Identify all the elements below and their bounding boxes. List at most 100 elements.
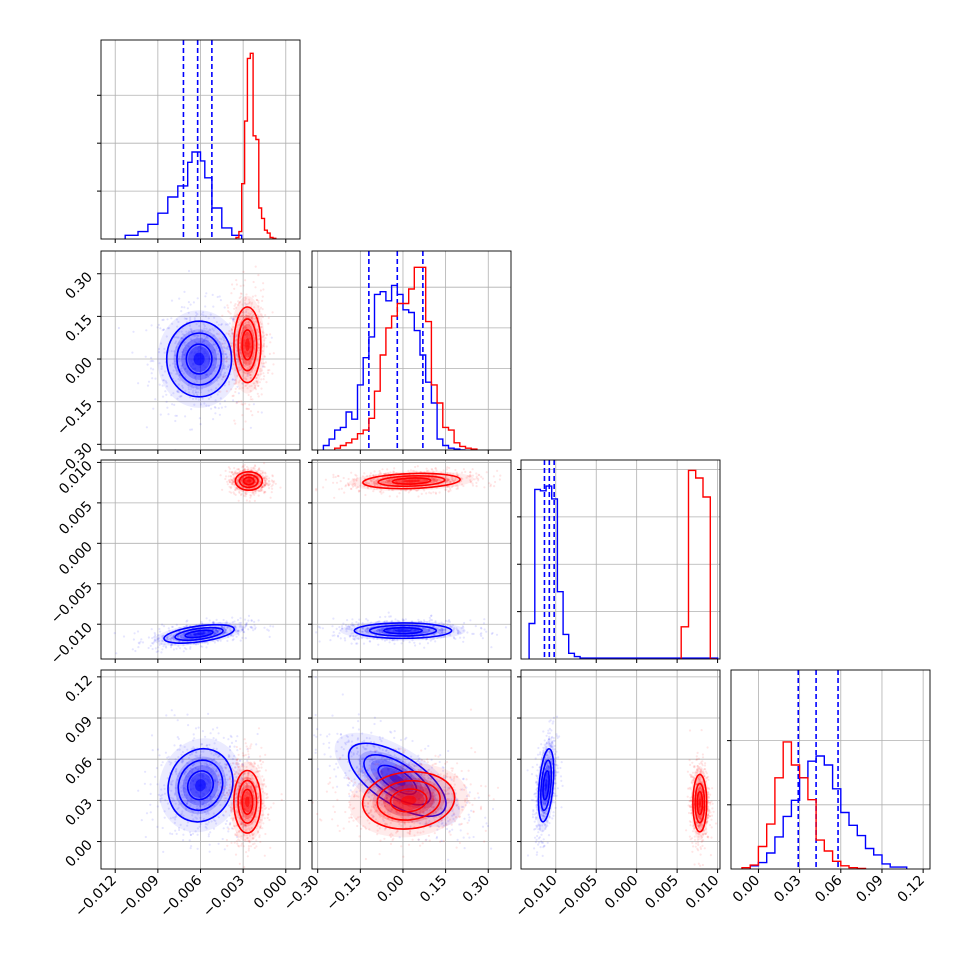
scatter-point	[440, 627, 443, 631]
scatter-point	[424, 630, 427, 634]
scatter-point	[214, 796, 217, 799]
scatter-point	[217, 390, 220, 393]
scatter-point	[227, 333, 230, 336]
scatter-point	[200, 743, 203, 746]
scatter-point	[263, 471, 267, 474]
contour-line	[185, 343, 213, 375]
scatter-point	[206, 778, 209, 782]
scatter-point	[434, 640, 437, 643]
density-fill	[246, 479, 252, 483]
scatter-point	[375, 478, 378, 481]
scatter-point	[246, 772, 249, 775]
scatter-point	[315, 631, 318, 634]
scatter-point	[230, 486, 233, 489]
scatter-point	[449, 487, 452, 490]
scatter-point	[169, 639, 172, 642]
scatter-point	[244, 753, 247, 757]
scatter-point	[427, 469, 430, 472]
histogram-step	[528, 485, 719, 659]
scatter-point	[425, 620, 429, 624]
scatter-point	[220, 374, 223, 377]
scatter-point	[235, 810, 239, 813]
scatter-point	[247, 332, 250, 335]
scatter-point	[448, 619, 451, 622]
scatter-point	[166, 638, 169, 641]
scatter-point	[219, 803, 222, 807]
scatter-point	[246, 352, 250, 355]
scatter-point	[447, 478, 450, 482]
scatter-point	[242, 375, 245, 378]
scatter-point	[132, 638, 135, 641]
scatter-point	[218, 295, 221, 298]
scatter-point	[185, 802, 189, 805]
scatter-point	[235, 630, 238, 633]
scatter-point	[223, 794, 226, 797]
scatter-point	[156, 638, 159, 641]
scatter-point	[257, 801, 260, 804]
scatter-point	[171, 625, 174, 629]
scatter-point	[418, 478, 421, 481]
scatter-point	[244, 297, 247, 300]
scatter-point	[169, 832, 172, 835]
scatter-point	[195, 791, 199, 794]
scatter-point	[457, 474, 460, 477]
scatter-point	[446, 478, 449, 482]
scatter-point	[360, 637, 363, 640]
scatter-point	[187, 724, 190, 727]
scatter-point	[237, 400, 240, 403]
scatter-point	[263, 375, 266, 378]
scatter-point	[265, 477, 268, 481]
scatter-point	[263, 483, 266, 486]
scatter-point	[260, 378, 263, 381]
scatter-point	[165, 385, 169, 388]
scatter-point	[173, 365, 176, 368]
scatter-point	[244, 495, 247, 498]
scatter-point	[209, 797, 212, 800]
scatter-point	[263, 339, 266, 342]
scatter-point	[235, 487, 238, 490]
scatter-point	[231, 332, 234, 335]
scatter-point	[171, 779, 174, 782]
scatter-point	[254, 384, 257, 387]
scatter-point	[246, 817, 249, 820]
scatter-point	[227, 364, 230, 367]
scatter-point	[261, 814, 264, 817]
scatter-point	[230, 808, 234, 811]
scatter-point	[186, 801, 189, 804]
scatter-point	[224, 822, 227, 826]
scatter-point	[174, 379, 177, 383]
scatter-point	[483, 486, 486, 489]
scatter-point	[241, 358, 244, 361]
scatter-point	[350, 629, 353, 632]
scatter-point	[211, 327, 214, 330]
scatter-point	[196, 813, 199, 816]
scatter-point	[261, 308, 264, 311]
scatter-point	[175, 767, 178, 771]
scatter-point	[203, 325, 206, 328]
scatter-point	[461, 477, 464, 481]
contour-line	[368, 624, 438, 637]
contour-line	[237, 318, 258, 372]
scatter-point	[200, 775, 204, 779]
scatter-point	[222, 827, 225, 830]
scatter-point	[355, 630, 358, 633]
scatter-point	[238, 318, 242, 321]
scatter-point	[172, 648, 175, 651]
scatter-point	[245, 623, 248, 626]
scatter-point	[228, 490, 231, 493]
scatter-point	[266, 482, 269, 485]
scatter-point	[339, 637, 342, 640]
scatter-point	[260, 783, 263, 786]
scatter-point	[252, 333, 255, 336]
scatter-point	[444, 631, 447, 635]
scatter-point	[182, 759, 185, 762]
scatter-point	[235, 338, 238, 341]
scatter-point	[165, 714, 168, 717]
scatter-point	[237, 633, 240, 636]
scatter-point	[558, 480, 560, 482]
scatter-point	[253, 336, 256, 339]
scatter-point	[262, 288, 265, 291]
scatter-point	[254, 626, 257, 629]
scatter-point	[388, 641, 391, 644]
scatter-point	[438, 479, 441, 482]
